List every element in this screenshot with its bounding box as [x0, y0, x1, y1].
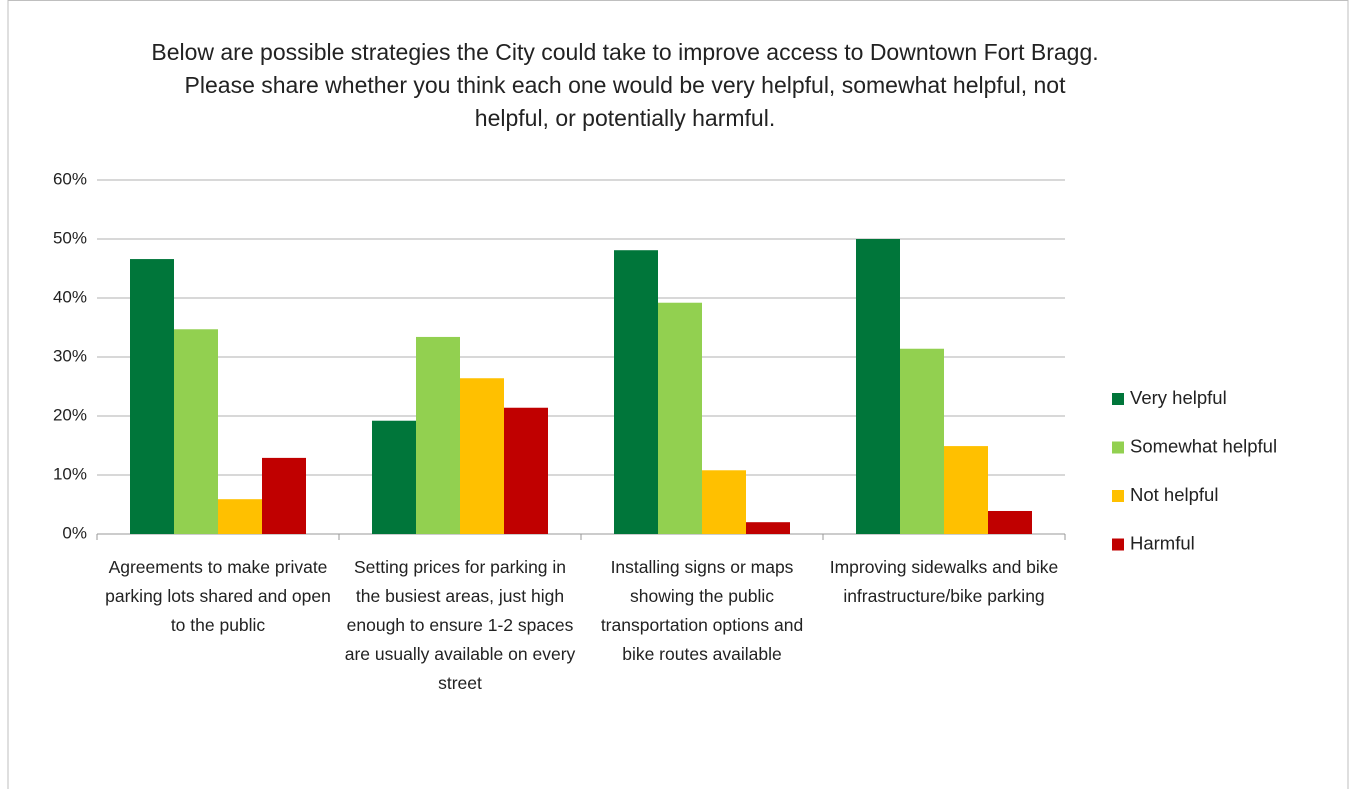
bar: [746, 522, 790, 534]
bar: [988, 510, 1032, 534]
chart-title: Below are possible strategies the City c…: [151, 39, 1099, 131]
y-tick-label: 40%: [53, 287, 87, 306]
bar: [702, 470, 746, 534]
y-tick-label: 30%: [53, 346, 87, 365]
y-tick-label: 60%: [53, 169, 87, 188]
legend-label: Somewhat helpful: [1130, 435, 1277, 456]
y-tick-label: 20%: [53, 405, 87, 424]
y-tick-label: 50%: [53, 228, 87, 247]
legend-label: Not helpful: [1130, 484, 1218, 505]
chart-border: [7, 0, 1349, 789]
x-tick-label: Improving sidewalks and bike infrastruct…: [829, 557, 1059, 606]
bar: [900, 348, 944, 534]
x-tick-label: Installing signs or maps showing the pub…: [600, 557, 804, 664]
bar: [218, 499, 262, 534]
x-tick-label: Setting prices for parking in the busies…: [344, 557, 576, 693]
bar: [504, 407, 548, 534]
legend-swatch: [1112, 490, 1124, 502]
bar: [856, 239, 900, 534]
bar: [262, 457, 306, 534]
bar: [372, 420, 416, 534]
bar: [944, 446, 988, 534]
bar: [130, 259, 174, 534]
x-tick-label: Agreements to make private parking lots …: [105, 557, 331, 635]
legend-swatch: [1112, 538, 1124, 551]
bar: [174, 329, 218, 534]
y-tick-label: 10%: [53, 464, 87, 483]
legend-swatch: [1112, 393, 1124, 405]
legend-label: Harmful: [1130, 532, 1195, 553]
bar: [416, 336, 460, 534]
bar: [460, 378, 504, 534]
bar: [614, 250, 658, 534]
legend-swatch: [1112, 441, 1124, 454]
y-tick-label: 0%: [62, 523, 87, 542]
bar: [658, 302, 702, 534]
legend-label: Very helpful: [1130, 387, 1227, 408]
